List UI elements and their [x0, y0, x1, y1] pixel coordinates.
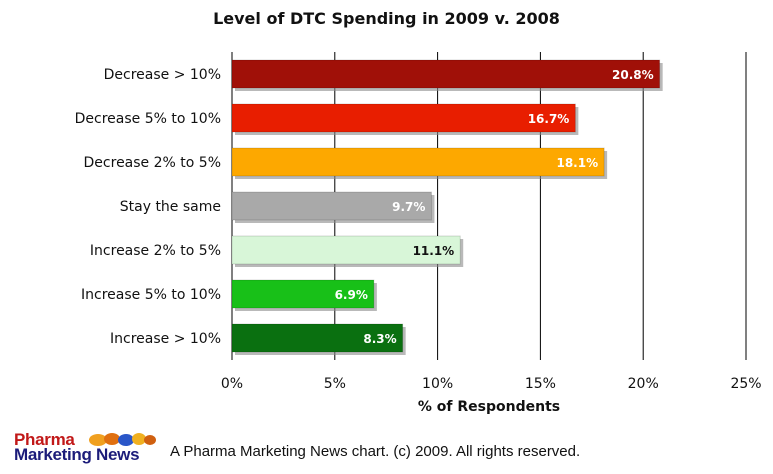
category-label-5: Increase 5% to 10% — [81, 287, 221, 303]
bar-1 — [231, 103, 576, 133]
bar-3 — [231, 191, 432, 221]
x-tick-label-4: 20% — [628, 376, 659, 392]
category-label-3: Stay the same — [120, 199, 221, 215]
x-tick-label-3: 15% — [525, 376, 556, 392]
category-label-1: Decrease 5% to 10% — [75, 111, 221, 127]
bar-value-label-1: 16.7% — [528, 112, 570, 126]
x-tick-label-1: 5% — [324, 376, 346, 392]
logo-line2: Marketing News — [14, 445, 140, 464]
bar-value-label-5: 6.9% — [335, 288, 368, 302]
category-label-0: Decrease > 10% — [104, 67, 221, 83]
bar-value-label-2: 18.1% — [556, 156, 598, 170]
bar-6 — [231, 323, 404, 353]
bar-0 — [231, 59, 661, 89]
bar-value-label-3: 9.7% — [392, 200, 425, 214]
category-labels: Decrease > 10% Decrease 5% to 10% Decrease… — [75, 67, 221, 347]
chart-title: Level of DTC Spending in 2009 v. 2008 — [213, 9, 560, 28]
copyright-text: A Pharma Marketing News chart. (c) 2009.… — [170, 443, 581, 460]
x-tick-label-0: 0% — [221, 376, 243, 392]
bar-value-label-0: 20.8% — [612, 68, 654, 82]
bar-value-label-4: 11.1% — [413, 244, 455, 258]
logo-line1: Pharma — [14, 430, 75, 449]
bars: 20.8% 16.7% 18.1% 9.7% 11.1% 6.9% 8.3% — [231, 59, 663, 355]
x-tick-labels: 0% 5% 10% 15% 20% 25% — [221, 376, 762, 392]
x-tick-label-5: 25% — [730, 376, 761, 392]
bar-chart: 20.8% 16.7% 18.1% 9.7% 11.1% 6.9% 8.3% Decreas… — [75, 52, 762, 415]
logo-pills-icon — [89, 433, 156, 446]
bar-5 — [231, 279, 375, 309]
bar-2 — [231, 147, 605, 177]
pharma-marketing-news-logo: Pharma Marketing News — [14, 430, 164, 464]
bar-4 — [231, 235, 461, 265]
x-axis-label: % of Respondents — [418, 399, 560, 415]
bar-value-label-6: 8.3% — [363, 332, 396, 346]
x-tick-label-2: 10% — [422, 376, 453, 392]
category-label-6: Increase > 10% — [110, 331, 221, 347]
category-label-4: Increase 2% to 5% — [90, 243, 221, 259]
category-label-2: Decrease 2% to 5% — [84, 155, 221, 171]
